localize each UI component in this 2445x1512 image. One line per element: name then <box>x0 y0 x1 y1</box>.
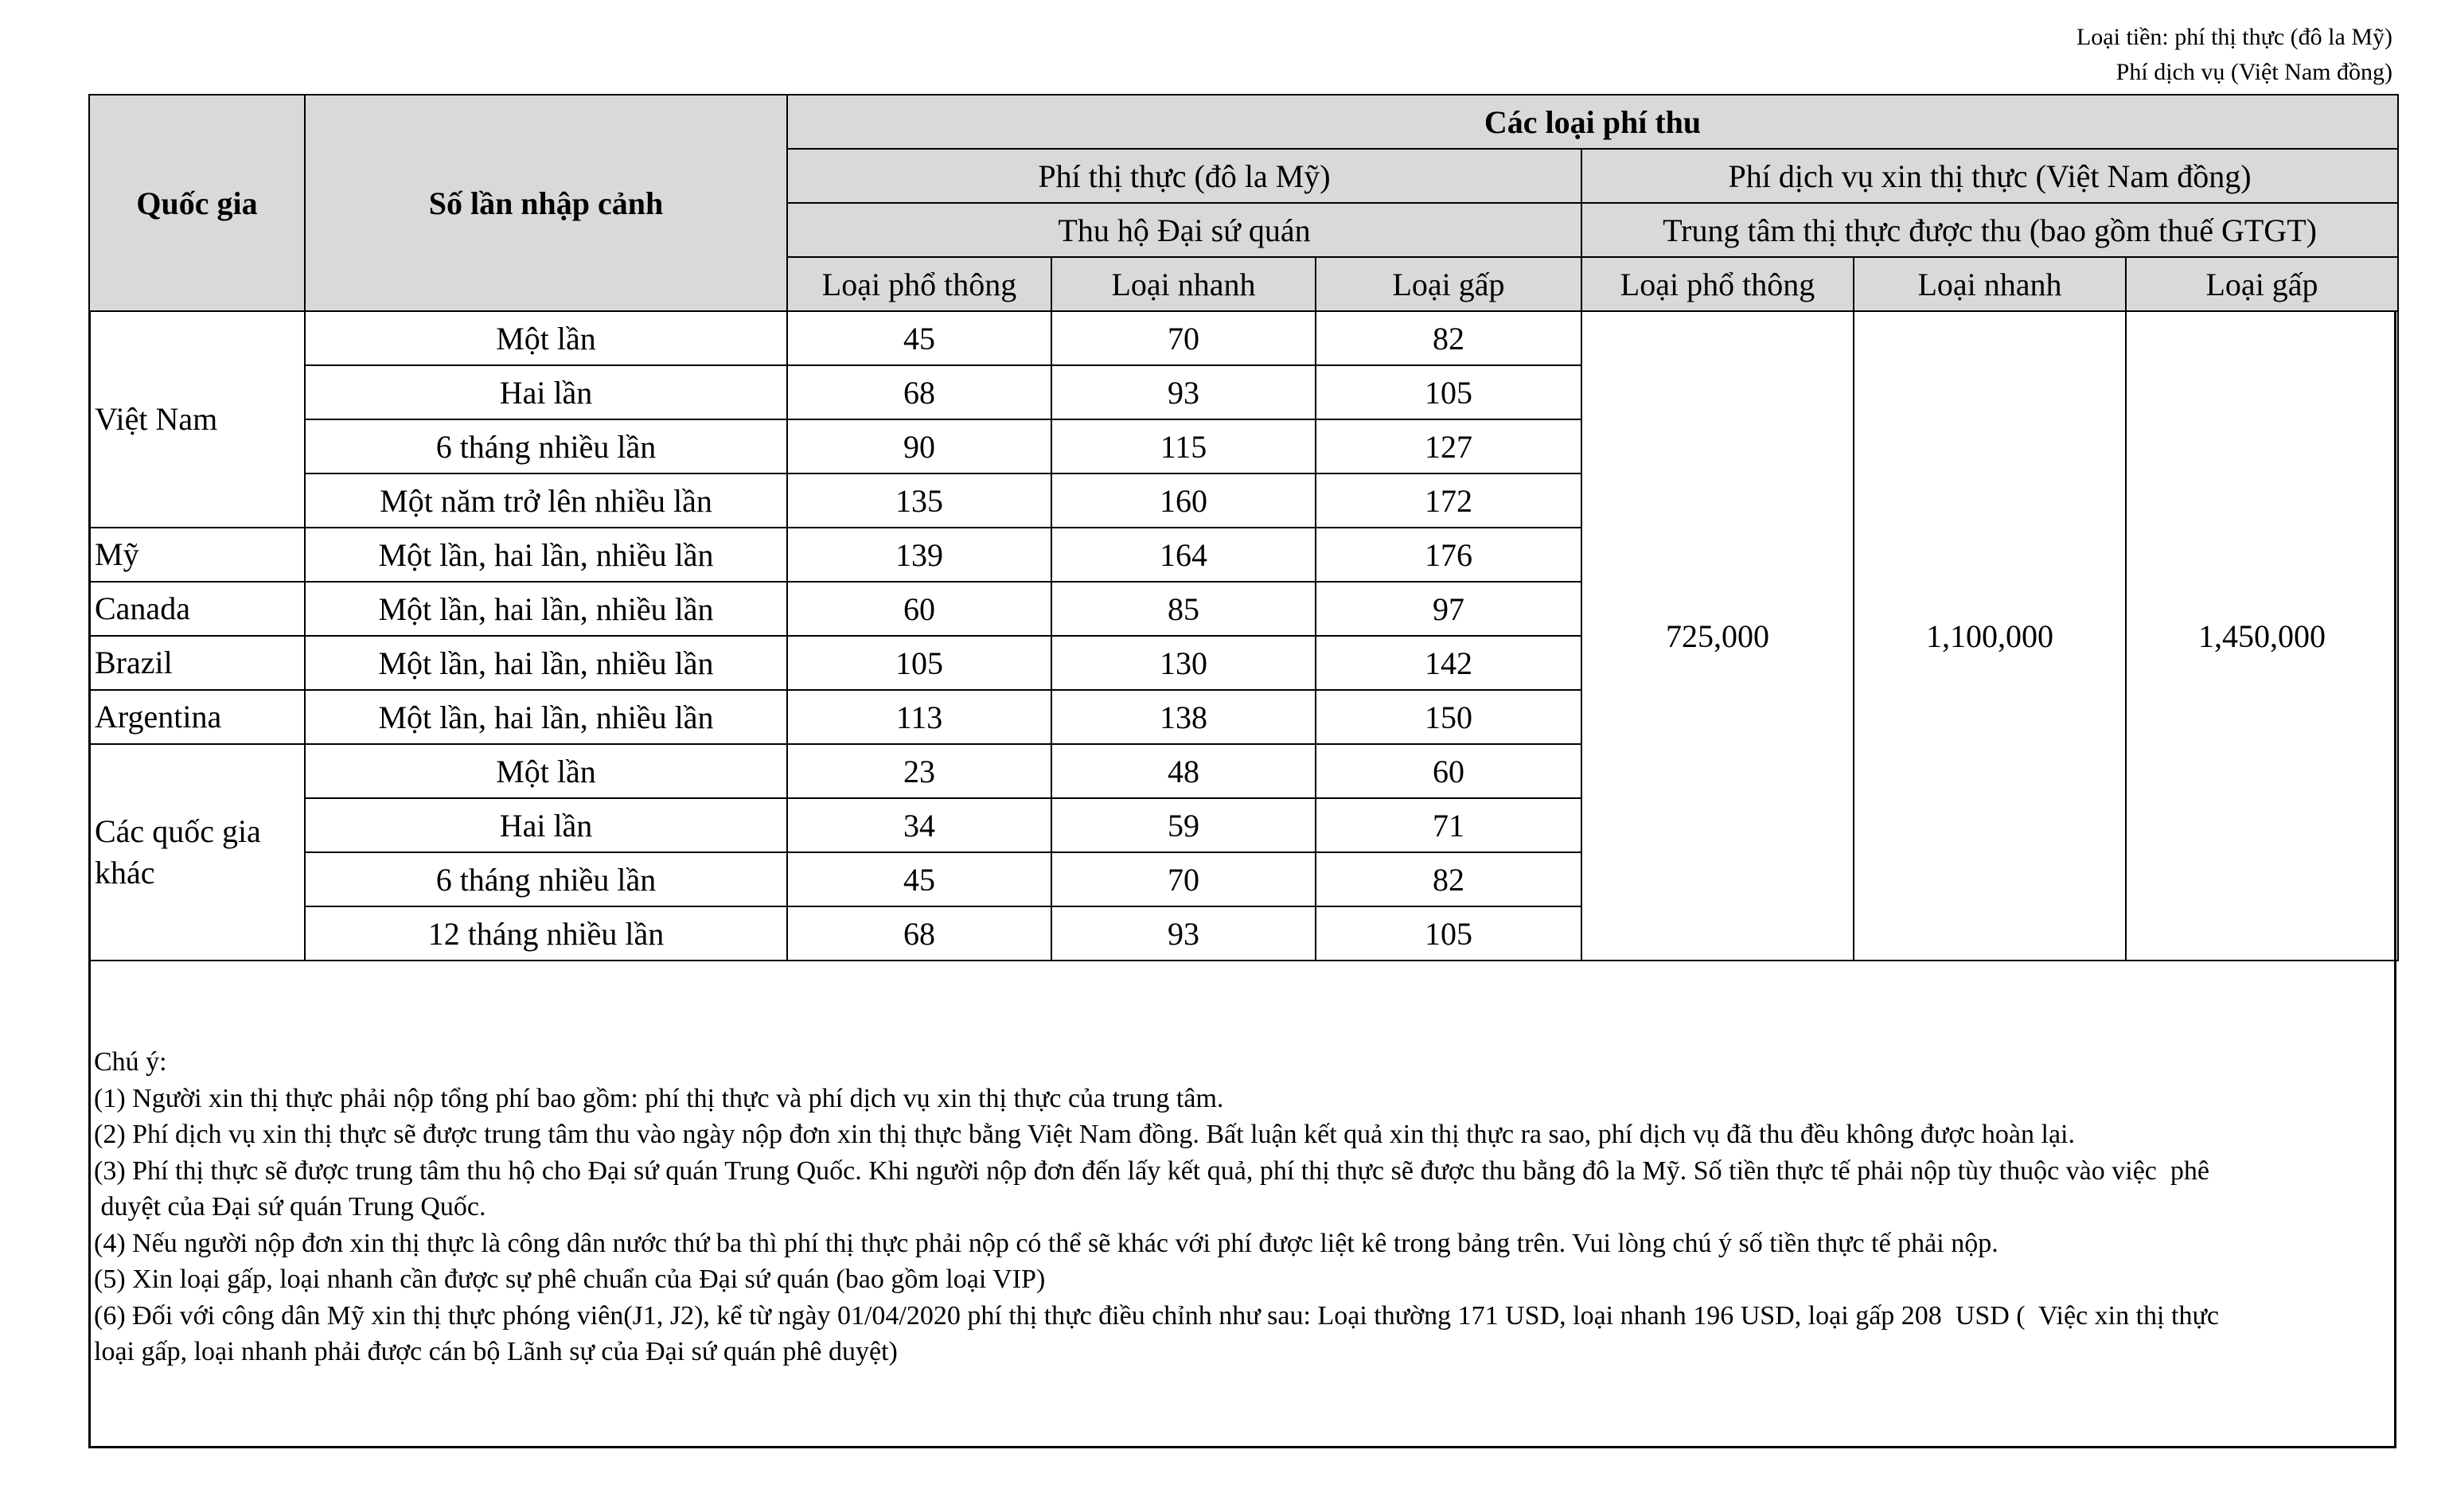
header-col: Loại gấp <box>2124 256 2400 312</box>
visa-fee-cell: 60 <box>1315 743 1582 799</box>
table-row: Argentina Một lần, hai lần, nhiều lần 113 1… <box>88 689 2398 745</box>
entries-cell: Một lần, hai lần, nhiều lần <box>304 527 788 583</box>
visa-fee-cell: 150 <box>1315 689 1582 745</box>
visa-fee-cell: 93 <box>1051 364 1316 420</box>
visa-fee-cell: 172 <box>1315 473 1582 528</box>
note-line: (4) Nếu người nộp đơn xin thị thực là cô… <box>94 1228 1999 1258</box>
visa-fee-cell: 90 <box>786 419 1052 474</box>
entries-cell: Một lần, hai lần, nhiều lần <box>304 689 788 745</box>
table-row: 6 tháng nhiều lần 45 70 82 <box>89 851 2398 907</box>
note-line: (5) Xin loại gấp, loại nhanh cần được sự… <box>94 1265 1046 1294</box>
visa-fee-cell: 85 <box>1051 581 1316 637</box>
note-line: (3) Phí thị thực sẽ được trung tâm thu h… <box>94 1155 2209 1186</box>
visa-fee-cell: 130 <box>1051 635 1316 691</box>
entries-cell: Một lần <box>304 310 788 366</box>
visa-fee-cell: 70 <box>1051 310 1316 366</box>
visa-fee-cell: 135 <box>786 473 1052 528</box>
visa-fee-cell: 97 <box>1315 581 1582 637</box>
visa-fee-cell: 142 <box>1315 635 1582 691</box>
service-fee-cell: 1,450,000 <box>2124 310 2400 961</box>
entries-cell: Một lần <box>304 743 788 799</box>
header-service-fee-sub: Trung tâm thị thực được thu (bao gồm thu… <box>1580 202 2400 258</box>
visa-fee-cell: 34 <box>786 797 1052 853</box>
entries-cell: Một lần, hai lần, nhiều lần <box>304 581 788 637</box>
table-row: Mỹ Một lần, hai lần, nhiều lần 139 164 176 <box>88 527 2398 583</box>
currency-note-visa: Loại tiền: phí thị thực (đô la Mỹ) <box>2076 24 2392 50</box>
entries-cell: Một năm trở lên nhiều lần <box>304 473 788 528</box>
note-line: duyệt của Đại sứ quán Trung Quốc. <box>94 1192 486 1222</box>
table-row: 12 tháng nhiều lần 68 93 105 <box>89 906 2398 961</box>
header-visa-fee-sub: Thu hộ Đại sứ quán <box>786 202 1582 258</box>
country-cell: Canada <box>88 581 306 637</box>
visa-fee-cell: 115 <box>1051 419 1316 474</box>
header-col: Loại nhanh <box>1051 256 1316 312</box>
header-fee-types: Các loại phí thu <box>786 94 2400 150</box>
visa-fee-cell: 105 <box>1315 906 1582 961</box>
visa-fee-cell: 93 <box>1051 906 1316 961</box>
visa-fee-cell: 164 <box>1051 527 1316 583</box>
header-visa-fee: Phí thị thực (đô la Mỹ) <box>786 148 1582 204</box>
table-row: Việt Nam Một lần 45 70 82 725,000 1,100,000 1,4… <box>88 310 2400 961</box>
visa-fee-cell: 105 <box>786 635 1052 691</box>
visa-fee-cell: 45 <box>786 851 1052 907</box>
table-row: Các quốc gia khác Một lần 23 48 60 <box>88 743 2398 961</box>
entries-cell: 12 tháng nhiều lần <box>304 906 788 961</box>
entries-cell: Hai lần <box>304 797 788 853</box>
entries-cell: 6 tháng nhiều lần <box>304 851 788 907</box>
table-row: 6 tháng nhiều lần 90 115 127 <box>89 419 2398 474</box>
entries-cell: Một lần, hai lần, nhiều lần <box>304 635 788 691</box>
header-col: Loại gấp <box>1315 256 1582 312</box>
visa-fee-cell: 160 <box>1051 473 1316 528</box>
country-cell: Các quốc gia khác <box>88 743 306 961</box>
visa-fee-cell: 45 <box>786 310 1052 366</box>
visa-fee-cell: 127 <box>1315 419 1582 474</box>
service-fee-cell: 1,100,000 <box>1853 310 2127 961</box>
note-line: (6) Đối với công dân Mỹ xin thị thực phó… <box>94 1300 2219 1331</box>
visa-fee-cell: 60 <box>786 581 1052 637</box>
visa-fee-cell: 23 <box>786 743 1052 799</box>
country-cell: Argentina <box>88 689 306 745</box>
header-service-fee: Phí dịch vụ xin thị thực (Việt Nam đồng) <box>1580 148 2400 204</box>
header-entries: Số lần nhập cảnh <box>304 94 788 312</box>
table-row: Hai lần 34 59 71 <box>89 797 2398 853</box>
note-line: (2) Phí dịch vụ xin thị thực sẽ được tru… <box>94 1120 2075 1149</box>
header-col: Loại nhanh <box>1853 256 2127 312</box>
table-row: Một năm trở lên nhiều lần 135 160 172 <box>89 473 2398 528</box>
table-row: Canada Một lần, hai lần, nhiều lần 60 85 97 <box>88 581 2398 637</box>
visa-fee-cell: 71 <box>1315 797 1582 853</box>
note-line: (1) Người xin thị thực phải nộp tổng phí… <box>94 1083 1224 1113</box>
visa-fee-cell: 70 <box>1051 851 1316 907</box>
visa-fee-cell: 68 <box>786 364 1052 420</box>
notes-section: Chú ý: (1) Người xin thị thực phải nộp tổ… <box>94 1044 2386 1370</box>
visa-fee-cell: 139 <box>786 527 1052 583</box>
visa-fee-cell: 48 <box>1051 743 1316 799</box>
entries-cell: Hai lần <box>304 364 788 420</box>
entries-cell: 6 tháng nhiều lần <box>304 419 788 474</box>
country-cell: Brazil <box>88 635 306 691</box>
header-col: Loại phổ thông <box>786 256 1052 312</box>
visa-fee-cell: 176 <box>1315 527 1582 583</box>
header-col: Loại phổ thông <box>1581 256 1854 312</box>
service-fee-cell: 725,000 <box>1581 310 1854 961</box>
visa-fee-cell: 113 <box>786 689 1052 745</box>
table-row: Brazil Một lần, hai lần, nhiều lần 105 130 1… <box>88 635 2398 691</box>
visa-fee-cell: 59 <box>1051 797 1316 853</box>
note-line: loại gấp, loại nhanh phải được cán bộ Lã… <box>94 1337 898 1366</box>
visa-fee-cell: 82 <box>1315 851 1582 907</box>
country-cell: Việt Nam <box>88 310 306 528</box>
country-cell: Mỹ <box>88 527 306 583</box>
visa-fee-table: Quốc gia Số lần nhập cảnh Các loại phí t… <box>88 94 2400 961</box>
visa-fee-cell: 68 <box>786 906 1052 961</box>
visa-fee-cell: 82 <box>1315 310 1582 366</box>
table-row: Hai lần 68 93 105 <box>89 364 2398 420</box>
header-country: Quốc gia <box>88 94 306 312</box>
visa-fee-cell: 105 <box>1315 364 1582 420</box>
visa-fee-cell: 138 <box>1051 689 1316 745</box>
notes-title: Chú ý: <box>94 1047 167 1077</box>
currency-note-service: Phí dịch vụ (Việt Nam đồng) <box>2115 59 2392 85</box>
